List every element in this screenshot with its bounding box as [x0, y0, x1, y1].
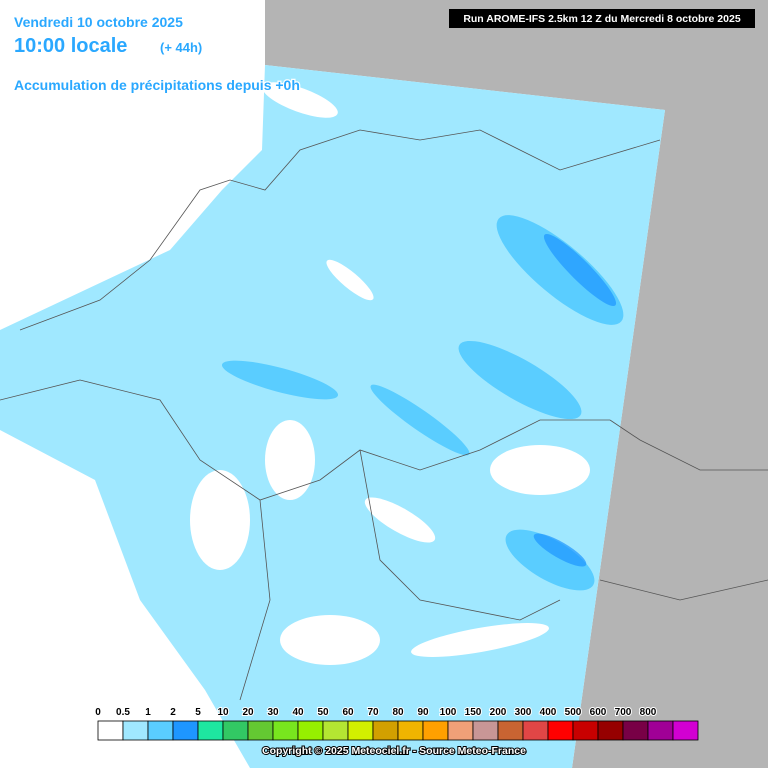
- legend-label: 600: [590, 707, 607, 718]
- legend-label: 1: [145, 707, 151, 718]
- product: Accumulation de précipitations depuis +0…: [14, 77, 300, 93]
- legend-swatch: [147, 720, 174, 741]
- legend-label: 0.5: [116, 707, 130, 718]
- legend-label: 10: [217, 707, 229, 718]
- legend-swatch: [172, 720, 199, 741]
- outside-domain: [265, 0, 768, 768]
- legend-label: 50: [317, 707, 329, 718]
- legend-label: 100: [440, 707, 457, 718]
- legend-swatch: [97, 720, 124, 741]
- legend-swatch: [247, 720, 274, 741]
- legend-swatch: [672, 720, 699, 741]
- legend-swatch: [272, 720, 299, 741]
- precip-area: [0, 65, 665, 768]
- legend-label: 60: [342, 707, 354, 718]
- legend: 0 0.5 1 2 5 10 20 30 40 50 60 70 80 90 100 150 200 300 400…: [94, 706, 699, 741]
- legend-swatch: [572, 720, 599, 741]
- legend-swatch: [322, 720, 349, 741]
- legend-swatch: [472, 720, 499, 741]
- legend-swatch: [622, 720, 649, 741]
- time: 10:00 locale: [14, 35, 127, 57]
- legend-swatch: [522, 720, 549, 741]
- dry-patches: [190, 82, 590, 665]
- legend-swatch: [547, 720, 574, 741]
- legend-label: 150: [465, 707, 482, 718]
- moderate-precip: [221, 215, 624, 591]
- lead: (+ 44h): [160, 40, 202, 55]
- legend-label: 700: [615, 707, 632, 718]
- legend-label: 70: [367, 707, 379, 718]
- legend-swatch: [497, 720, 524, 741]
- legend-label: 500: [565, 707, 582, 718]
- legend-label: 400: [540, 707, 557, 718]
- legend-label: 5: [195, 707, 201, 718]
- legend-swatch: [372, 720, 399, 741]
- legend-label: 800: [640, 707, 657, 718]
- run: Run AROME-IFS 2.5km 12 Z du Mercredi 8 o…: [463, 13, 741, 25]
- copyright: Copyright © 2025 Meteociel.fr - Source M…: [262, 745, 526, 757]
- legend-swatch: [197, 720, 224, 741]
- run-box: [449, 9, 755, 28]
- legend-label: 200: [490, 707, 507, 718]
- legend-label: 20: [242, 707, 254, 718]
- legend-label: 90: [417, 707, 429, 718]
- legend-label: 2: [170, 707, 176, 718]
- legend-swatch: [347, 720, 374, 741]
- legend-swatch: [222, 720, 249, 741]
- legend-label: 80: [392, 707, 404, 718]
- legend-swatch: [597, 720, 624, 741]
- legend-label: 40: [292, 707, 304, 718]
- date: Vendredi 10 octobre 2025: [14, 14, 183, 30]
- legend-label: 30: [267, 707, 279, 718]
- legend-swatch: [297, 720, 324, 741]
- legend-swatch: [647, 720, 674, 741]
- legend-swatch: [397, 720, 424, 741]
- legend-label: 300: [515, 707, 532, 718]
- legend-swatch: [422, 720, 449, 741]
- borders: [0, 129, 768, 701]
- legend-swatch: [122, 720, 149, 741]
- heavy-precip: [533, 233, 617, 567]
- legend-swatch: [447, 720, 474, 741]
- legend-label: 0: [95, 707, 101, 718]
